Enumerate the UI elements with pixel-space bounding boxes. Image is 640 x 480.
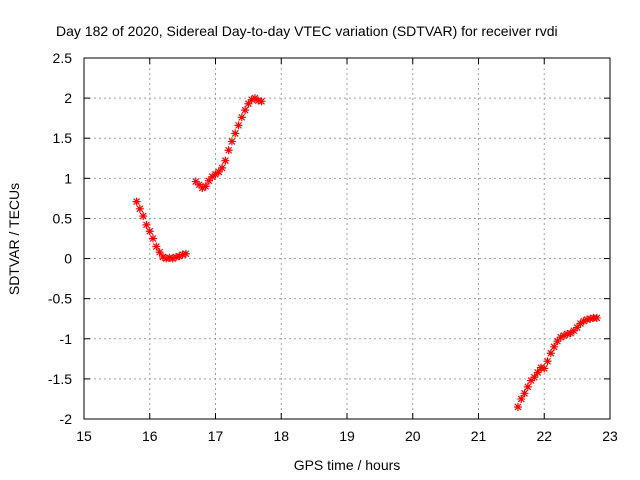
- data-point: [235, 121, 243, 129]
- x-tick-label: 22: [536, 428, 552, 444]
- data-point: [221, 157, 229, 165]
- data-point: [133, 198, 141, 206]
- y-tick-label: -1.5: [48, 371, 72, 387]
- x-tick-label: 18: [273, 428, 289, 444]
- data-point: [146, 227, 154, 235]
- y-axis-label: SDTVAR / TECUs: [6, 183, 22, 295]
- data-point: [225, 146, 233, 154]
- data-point: [231, 129, 239, 137]
- data-point: [228, 137, 236, 145]
- x-axis-label: GPS time / hours: [294, 457, 401, 473]
- y-tick-label: -1: [60, 331, 73, 347]
- y-tick-label: -2: [60, 411, 73, 427]
- x-tick-label: 16: [142, 428, 158, 444]
- y-tick-label: 0.5: [53, 210, 73, 226]
- data-point: [593, 314, 601, 322]
- data-point: [218, 164, 226, 172]
- sdtvar-chart: 15 16 17 18 19 20 21 22 23 -2 -1.5 -1 -0.5 0 0.5 1 1.5 2 2…: [0, 0, 640, 480]
- data-point: [514, 403, 522, 411]
- data-point: [136, 205, 144, 213]
- x-tick-label: 17: [208, 428, 224, 444]
- data-point: [544, 357, 552, 365]
- chart-title: Day 182 of 2020, Sidereal Day-to-day VTE…: [56, 23, 558, 39]
- x-tick-label: 19: [339, 428, 355, 444]
- y-tick-label: -0.5: [48, 291, 72, 307]
- data-point: [238, 113, 246, 121]
- y-tick-label: 1.5: [53, 130, 73, 146]
- x-tick-label: 23: [602, 428, 618, 444]
- data-point: [182, 250, 190, 258]
- y-tick-label: 2: [64, 90, 72, 106]
- y-tick-label: 1: [64, 170, 72, 186]
- data-point: [540, 364, 548, 372]
- data-point: [139, 212, 147, 220]
- x-tick-label: 21: [471, 428, 487, 444]
- y-tick-label: 0: [64, 251, 72, 267]
- data-point: [149, 235, 157, 243]
- y-tick-label: 2.5: [53, 50, 73, 66]
- data-point: [258, 97, 266, 105]
- x-tick-label: 15: [76, 428, 92, 444]
- x-tick-label: 20: [405, 428, 421, 444]
